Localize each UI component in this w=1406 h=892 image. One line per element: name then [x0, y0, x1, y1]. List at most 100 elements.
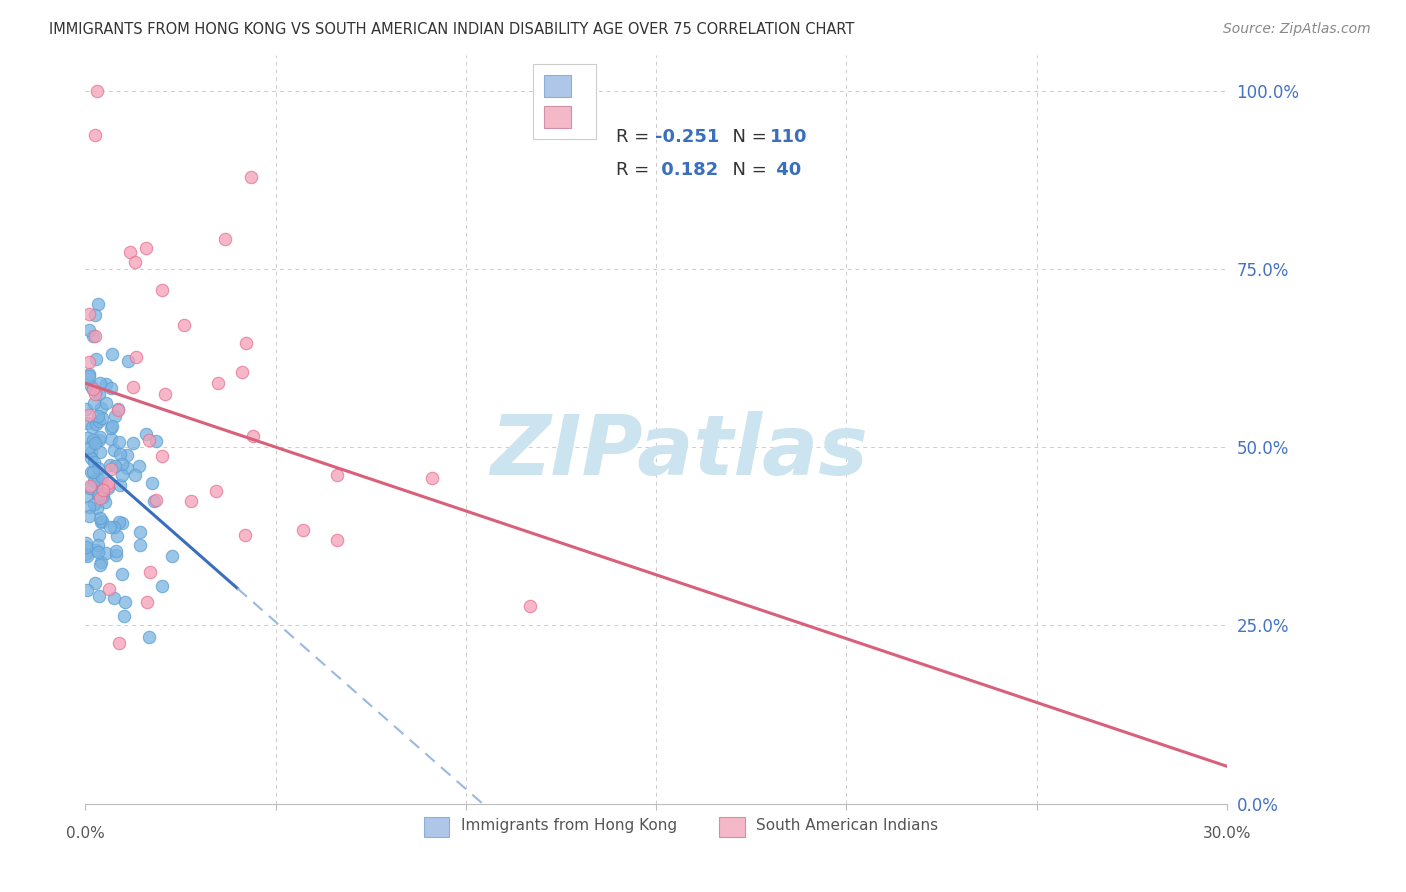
Point	[87, 409, 110, 423]
Point	[83, 474, 105, 488]
Point	[98, 520, 121, 534]
Point	[138, 433, 160, 447]
Point	[100, 381, 122, 395]
Point	[101, 418, 124, 433]
Point	[84, 417, 107, 431]
Point	[89, 376, 111, 390]
Point	[105, 544, 128, 558]
Point	[150, 579, 173, 593]
Point	[139, 565, 162, 579]
Point	[84, 436, 107, 450]
Point	[205, 484, 228, 499]
Legend: , : ,	[533, 64, 596, 139]
Point	[117, 353, 139, 368]
Point	[91, 470, 114, 484]
Point	[207, 376, 229, 390]
Point	[87, 488, 110, 502]
Point	[87, 538, 110, 552]
Point	[82, 420, 104, 434]
Point	[120, 245, 142, 260]
Point	[87, 387, 110, 401]
Point	[231, 365, 253, 379]
Point	[97, 482, 120, 496]
Point	[75, 401, 97, 416]
Point	[75, 547, 97, 561]
Point	[98, 458, 121, 472]
Point	[135, 241, 157, 255]
Point	[108, 434, 131, 449]
Text: N =: N =	[721, 128, 773, 146]
Point	[100, 347, 122, 361]
Point	[77, 307, 100, 321]
Text: 0.0%: 0.0%	[66, 826, 104, 841]
Point	[89, 414, 111, 428]
Point	[83, 496, 105, 510]
Point	[138, 630, 160, 644]
Point	[89, 487, 111, 501]
Point	[89, 558, 111, 572]
Point	[98, 582, 121, 596]
Point	[100, 421, 122, 435]
Point	[84, 352, 107, 367]
Point	[75, 541, 97, 555]
Text: 0.182: 0.182	[655, 161, 718, 179]
Point	[214, 232, 236, 246]
Point	[91, 483, 114, 498]
Point	[80, 378, 103, 392]
Point	[292, 523, 315, 537]
Text: South American Indians: South American Indians	[756, 818, 938, 833]
Point	[79, 479, 101, 493]
Point	[111, 516, 134, 530]
Text: -0.251: -0.251	[655, 128, 720, 146]
Point	[82, 382, 104, 396]
Point	[82, 433, 104, 447]
Point	[519, 599, 541, 613]
Point	[94, 376, 117, 391]
Point	[76, 489, 98, 503]
Text: Immigrants from Hong Kong: Immigrants from Hong Kong	[461, 818, 676, 833]
Point	[150, 283, 173, 297]
Point	[96, 546, 118, 560]
Text: 110: 110	[770, 128, 808, 146]
Point	[129, 525, 152, 540]
Point	[89, 511, 111, 525]
Text: 40: 40	[770, 161, 801, 179]
Point	[122, 380, 145, 394]
Point	[77, 369, 100, 384]
Point	[76, 442, 98, 456]
Point	[83, 455, 105, 469]
Point	[108, 447, 131, 461]
Point	[103, 442, 125, 457]
Point	[129, 538, 152, 552]
Point	[79, 509, 101, 524]
Point	[91, 410, 114, 425]
Point	[76, 549, 98, 563]
Point	[89, 430, 111, 444]
Point	[89, 491, 111, 506]
Point	[91, 514, 114, 528]
Point	[173, 318, 195, 333]
Point	[86, 472, 108, 486]
Point	[242, 429, 264, 443]
Point	[84, 576, 107, 591]
Point	[107, 403, 129, 417]
Point	[108, 636, 131, 650]
Point	[90, 516, 112, 530]
Point	[90, 401, 112, 416]
Point	[93, 495, 115, 509]
Point	[86, 461, 108, 475]
Point	[104, 409, 127, 423]
Point	[87, 433, 110, 447]
Point	[84, 387, 107, 401]
Point	[82, 383, 104, 397]
Point	[75, 535, 97, 549]
Point	[107, 401, 129, 416]
Point	[145, 493, 167, 508]
Point	[77, 323, 100, 337]
Point	[111, 468, 134, 483]
Point	[135, 426, 157, 441]
Point	[128, 458, 150, 473]
Point	[97, 479, 120, 493]
Point	[326, 468, 349, 483]
Point	[233, 528, 256, 542]
